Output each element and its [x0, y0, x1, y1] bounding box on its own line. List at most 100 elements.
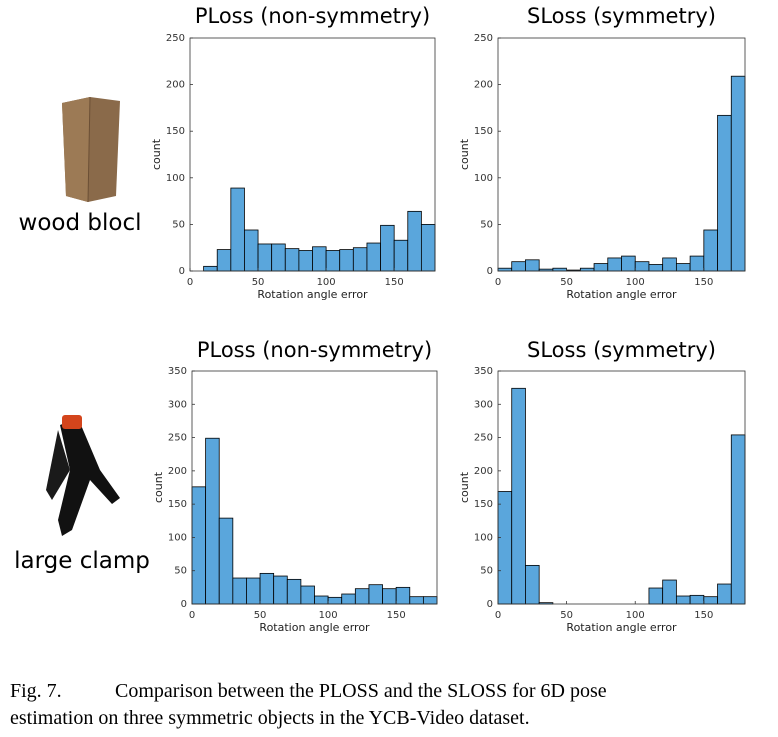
bar — [689, 594, 705, 605]
x-axis-label: Rotation angle error — [566, 288, 677, 301]
bar — [662, 579, 677, 605]
y-tick-label: 250 — [474, 33, 493, 44]
bar — [354, 588, 370, 605]
y-tick-label: 50 — [480, 219, 493, 230]
y-tick-label: 50 — [172, 219, 185, 230]
bar — [284, 248, 300, 272]
bar — [300, 585, 315, 605]
bar — [259, 572, 275, 605]
y-tick-label: 200 — [474, 80, 493, 91]
bar — [246, 577, 261, 605]
bar — [717, 583, 732, 605]
caption-label: Fig. 7. — [10, 680, 62, 702]
chart-title: SLoss (symmetry) — [527, 4, 716, 28]
bar — [525, 259, 540, 272]
bar — [648, 264, 664, 272]
bar — [497, 267, 513, 272]
x-tick-label: 150 — [694, 610, 713, 621]
bar — [380, 224, 395, 272]
y-tick-label: 200 — [474, 466, 493, 477]
caption-line: estimation on three symmetric objects in… — [10, 707, 530, 729]
y-tick-label: 50 — [480, 566, 493, 577]
bar — [232, 577, 247, 605]
x-tick-label: 100 — [319, 610, 338, 621]
x-tick-label: 100 — [626, 610, 645, 621]
y-axis-label: count — [458, 471, 471, 503]
plot-frame — [497, 37, 746, 272]
x-tick-label: 50 — [254, 610, 267, 621]
x-axis-label: Rotation angle error — [259, 621, 370, 634]
bar — [648, 587, 664, 605]
x-tick-label: 150 — [385, 277, 404, 288]
bar — [312, 246, 327, 272]
y-tick-label: 100 — [474, 173, 493, 184]
y-tick-label: 150 — [474, 126, 493, 137]
y-tick-label: 300 — [474, 399, 493, 410]
plot-frame — [191, 370, 438, 605]
x-tick-label: 0 — [187, 277, 193, 288]
y-tick-label: 200 — [166, 80, 185, 91]
x-tick-label: 150 — [387, 610, 406, 621]
bar — [730, 75, 746, 272]
bar — [314, 595, 329, 605]
bar — [409, 596, 424, 605]
bar — [407, 210, 422, 272]
x-tick-label: 50 — [252, 277, 265, 288]
y-tick-label: 150 — [166, 126, 185, 137]
bar — [216, 249, 232, 272]
bar — [422, 596, 438, 605]
bar — [621, 255, 636, 272]
bar — [420, 223, 436, 272]
bar — [703, 596, 718, 605]
bar — [244, 229, 259, 272]
y-tick-label: 150 — [168, 499, 187, 510]
chart-title: SLoss (symmetry) — [527, 338, 716, 362]
y-tick-label: 350 — [168, 366, 187, 377]
row-label: large clamp — [14, 548, 150, 574]
chart-title: PLoss (non-symmetry) — [197, 338, 432, 362]
y-tick-label: 100 — [168, 532, 187, 543]
caption-line: Comparison between the PLOSS and the SLO… — [115, 680, 607, 702]
bar — [218, 517, 234, 605]
wood-block-image — [62, 96, 120, 203]
bar — [203, 265, 218, 272]
bar — [273, 575, 288, 605]
bar — [511, 261, 526, 272]
plot-frame — [189, 37, 436, 272]
y-tick-label: 250 — [474, 433, 493, 444]
bar — [675, 263, 691, 272]
bar — [352, 247, 368, 272]
bar — [497, 491, 513, 605]
bar — [393, 239, 409, 272]
y-tick-label: 0 — [179, 266, 185, 277]
bar — [579, 267, 595, 272]
x-tick-label: 0 — [189, 610, 195, 621]
bar — [298, 250, 313, 272]
bar — [525, 564, 540, 605]
x-tick-label: 50 — [560, 277, 573, 288]
bar — [205, 437, 220, 605]
y-tick-label: 200 — [168, 466, 187, 477]
y-tick-label: 50 — [174, 566, 187, 577]
bar — [703, 229, 718, 272]
y-tick-label: 300 — [168, 399, 187, 410]
y-tick-label: 250 — [168, 433, 187, 444]
bar — [339, 249, 354, 272]
bar — [257, 243, 273, 272]
bar — [286, 578, 302, 605]
x-tick-label: 100 — [317, 277, 336, 288]
bar — [689, 255, 705, 272]
y-tick-label: 350 — [474, 366, 493, 377]
bar — [634, 261, 650, 272]
bar — [325, 250, 341, 272]
bar — [607, 257, 622, 272]
y-tick-label: 0 — [181, 599, 187, 610]
y-tick-label: 250 — [166, 33, 185, 44]
y-axis-label: count — [150, 138, 163, 170]
chart-title: PLoss (non-symmetry) — [195, 4, 430, 28]
x-axis-label: Rotation angle error — [566, 621, 677, 634]
bar — [230, 187, 245, 272]
y-tick-label: 0 — [487, 266, 493, 277]
y-tick-label: 150 — [474, 499, 493, 510]
